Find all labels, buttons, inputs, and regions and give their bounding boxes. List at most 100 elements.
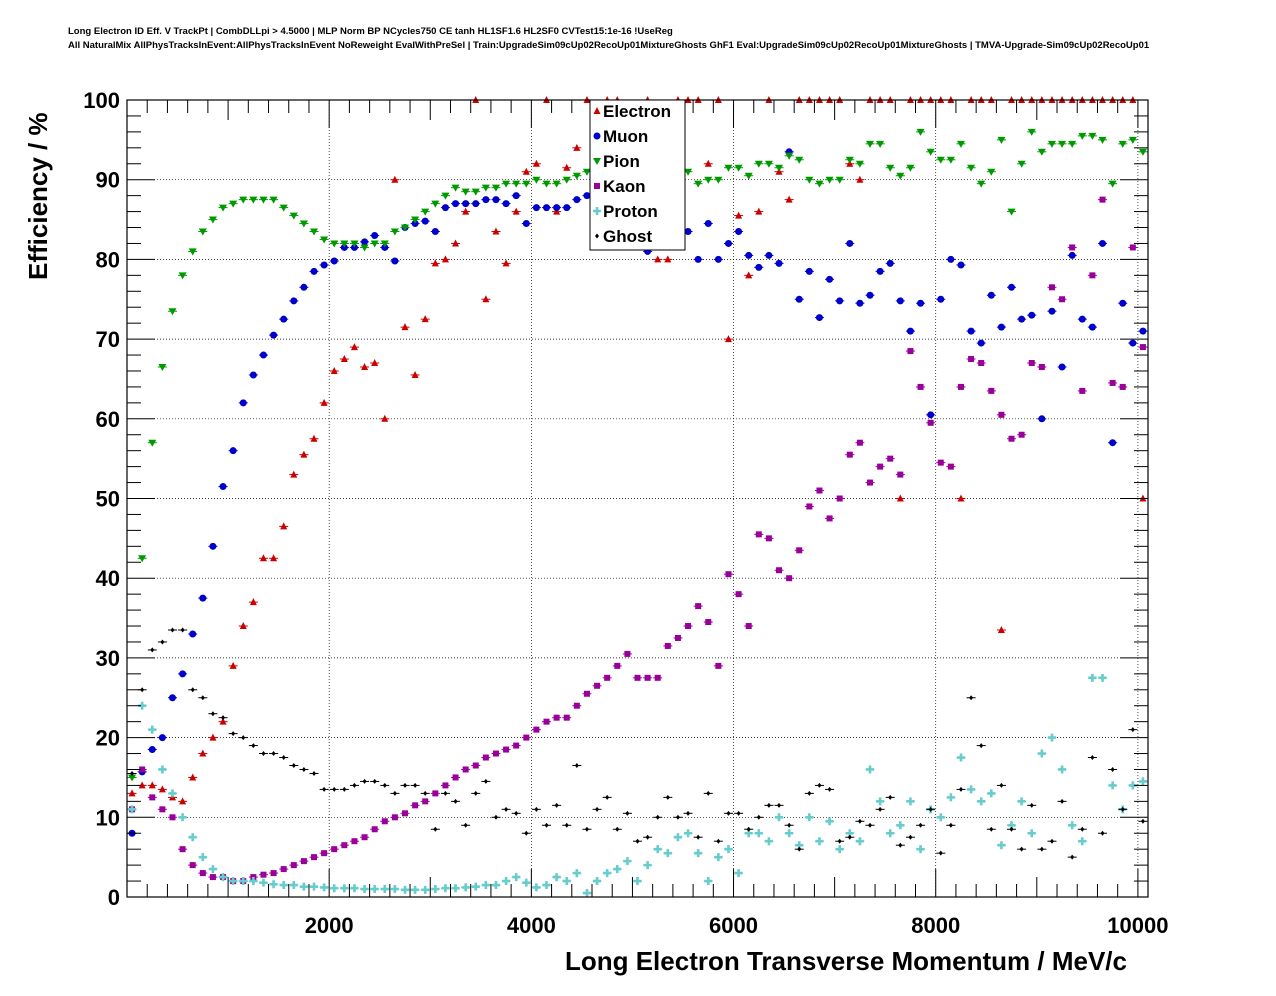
data-point-ghost <box>686 810 691 816</box>
y-tick-label: 30 <box>96 646 120 671</box>
data-point-proton <box>795 841 804 850</box>
data-point-muon <box>310 267 318 275</box>
data-point-proton <box>522 878 531 887</box>
data-point-ghost <box>413 782 418 788</box>
data-point-muon <box>482 196 490 204</box>
data-point-pion <box>1017 160 1026 168</box>
y-tick-label: 90 <box>96 168 120 193</box>
data-point-pion <box>350 240 359 248</box>
data-point-kaon <box>351 838 358 845</box>
data-point-pion <box>845 156 854 164</box>
data-point-muon <box>543 204 551 212</box>
data-point-proton <box>350 884 359 893</box>
data-point-electron <box>573 143 581 151</box>
data-point-muon <box>563 204 571 212</box>
data-point-kaon <box>1059 296 1066 303</box>
data-point-kaon <box>472 762 479 769</box>
data-point-kaon <box>209 874 216 881</box>
data-point-kaon <box>513 742 520 749</box>
data-point-ghost <box>332 786 337 792</box>
data-point-kaon <box>503 746 510 753</box>
data-point-proton <box>441 884 450 893</box>
data-point-proton <box>1047 733 1056 742</box>
data-point-kaon <box>715 662 722 669</box>
data-point-kaon <box>988 387 995 394</box>
data-point-proton <box>835 845 844 854</box>
data-point-pion <box>967 164 976 172</box>
data-point-proton <box>805 813 814 822</box>
data-point-proton <box>380 885 389 894</box>
data-point-proton <box>997 841 1006 850</box>
data-point-kaon <box>695 603 702 610</box>
data-point-kaon <box>523 734 530 741</box>
data-point-proton <box>886 829 895 838</box>
data-point-muon <box>947 255 955 263</box>
data-point-kaon <box>260 871 267 878</box>
data-point-muon <box>826 275 834 283</box>
data-point-ghost <box>554 802 559 808</box>
data-point-muon <box>684 228 692 236</box>
data-point-ghost <box>817 782 822 788</box>
data-point-pion <box>572 172 581 180</box>
data-point-electron <box>452 239 460 247</box>
data-point-muon <box>1129 339 1137 347</box>
data-point-ghost <box>847 834 852 840</box>
data-point-ghost <box>342 786 347 792</box>
data-point-ghost <box>221 715 226 721</box>
data-point-proton <box>603 869 612 878</box>
data-point-electron <box>340 355 348 363</box>
data-point-ghost <box>1049 838 1054 844</box>
data-point-ghost <box>807 790 812 796</box>
data-point-ghost <box>160 639 165 645</box>
data-point-electron <box>664 255 672 263</box>
data-point-muon <box>502 200 510 208</box>
data-point-electron <box>532 159 540 167</box>
data-point-electron <box>219 717 227 725</box>
data-point-kaon <box>331 846 338 853</box>
data-point-pion <box>936 156 945 164</box>
data-point-muon <box>937 295 945 303</box>
data-point-ghost <box>1060 798 1065 804</box>
data-point-ghost <box>908 834 913 840</box>
data-point-muon <box>280 315 288 323</box>
data-point-electron <box>270 554 278 562</box>
legend-marker-ghost <box>595 233 599 239</box>
data-point-kaon <box>412 802 419 809</box>
data-point-ghost <box>140 687 145 693</box>
data-point-pion <box>714 176 723 184</box>
legend-marker-muon <box>593 132 601 140</box>
data-point-kaon <box>300 858 307 865</box>
data-point-ghost <box>979 743 984 749</box>
data-point-muon <box>1078 315 1086 323</box>
data-point-muon <box>573 196 581 204</box>
data-point-pion <box>694 180 703 188</box>
data-point-proton <box>1027 829 1036 838</box>
data-point-proton <box>845 829 854 838</box>
data-point-muon <box>553 204 561 212</box>
data-point-ghost <box>918 822 923 828</box>
data-point-muon <box>836 297 844 305</box>
data-point-pion <box>138 555 147 563</box>
data-point-pion <box>219 204 228 212</box>
data-point-ghost <box>938 850 943 856</box>
data-point-electron <box>704 159 712 167</box>
data-point-kaon <box>907 348 914 355</box>
data-point-kaon <box>614 662 621 669</box>
data-point-ghost <box>827 786 832 792</box>
data-point-ghost <box>948 822 953 828</box>
data-point-ghost <box>675 814 680 820</box>
data-point-proton <box>744 829 753 838</box>
data-point-kaon <box>321 850 328 857</box>
data-point-pion <box>400 224 409 232</box>
data-point-proton <box>148 725 157 734</box>
data-point-kaon <box>786 575 793 582</box>
data-point-muon <box>987 291 995 299</box>
x-tick-label: 4000 <box>507 913 556 938</box>
data-point-proton <box>128 805 137 814</box>
data-point-proton <box>532 883 541 892</box>
data-point-pion <box>764 160 773 168</box>
data-point-muon <box>249 371 257 379</box>
data-point-electron <box>391 175 399 183</box>
data-point-ghost <box>645 834 650 840</box>
data-point-electron <box>371 359 379 367</box>
